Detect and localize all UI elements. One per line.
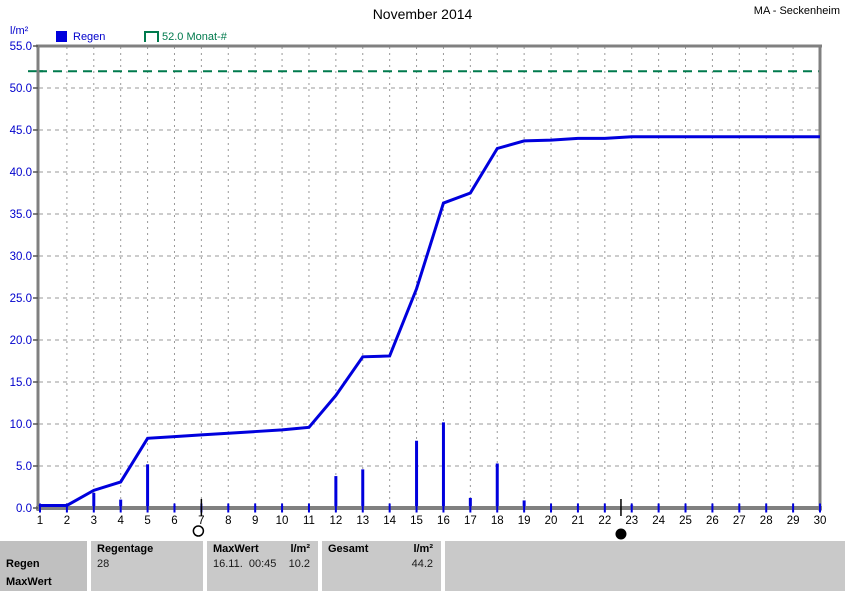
x-axis-tick-label: 24 (652, 515, 665, 527)
x-axis-tick-label: 7 (198, 515, 204, 527)
y-axis-tick-label: 30.0 (10, 251, 32, 263)
x-axis-tick-label: 6 (171, 515, 177, 527)
x-axis-tick-label: 12 (329, 515, 342, 527)
new-moon-icon (615, 528, 627, 540)
y-axis-tick-label: 50.0 (10, 83, 32, 95)
x-axis-tick-label: 13 (356, 515, 369, 527)
legend-threshold-swatch-icon (144, 31, 159, 42)
y-axis-tick-label: 20.0 (10, 335, 32, 347)
x-axis-tick-label: 14 (383, 515, 396, 527)
gesamt-header: Gesamt (328, 543, 369, 555)
gesamt-amount-value: 44.2 (411, 558, 433, 570)
regentage-value: 28 (97, 558, 110, 570)
x-axis-tick-label: 18 (491, 515, 504, 527)
x-axis-tick-label: 22 (598, 515, 611, 527)
y-axis-tick-label: 0.0 (16, 503, 32, 515)
y-axis-tick-label: 40.0 (10, 167, 32, 179)
legend-threshold-label: 52.0 Monat-# (162, 31, 227, 43)
legend-rain-swatch-icon (56, 31, 67, 42)
y-axis-tick-label: 5.0 (16, 461, 32, 473)
x-axis-tick-label: 9 (252, 515, 258, 527)
page-title: November 2014 (372, 6, 473, 22)
x-axis-tick-label: 11 (303, 515, 315, 527)
x-axis-tick-label: 27 (733, 515, 746, 527)
table-row-label-regen: Regen (6, 558, 40, 570)
y-axis-tick-label: 45.0 (10, 125, 32, 137)
gesamt-unit-header: l/m² (413, 543, 433, 555)
x-axis-tick-label: 23 (625, 515, 638, 527)
x-axis-tick-label: 16 (437, 515, 450, 527)
x-axis-tick-label: 29 (787, 515, 800, 527)
x-axis-tick-label: 25 (679, 515, 692, 527)
y-axis-tick-label: 15.0 (10, 377, 32, 389)
y-axis-tick-label: 10.0 (10, 419, 32, 431)
x-axis-tick-label: 10 (276, 515, 289, 527)
y-axis-unit-label: l/m² (10, 25, 29, 37)
table-row-label-cell: Regen MaxWert (0, 541, 87, 591)
x-axis-tick-label: 1 (37, 515, 43, 527)
table-cell-maxwert: MaxWert l/m² 16.11. 00:45 10.2 (207, 541, 318, 591)
x-axis-tick-label: 20 (545, 515, 558, 527)
x-axis-tick-label: 2 (64, 515, 70, 527)
x-axis-tick-label: 5 (144, 515, 150, 527)
x-axis-tick-label: 26 (706, 515, 719, 527)
y-axis-tick-label: 35.0 (10, 209, 32, 221)
x-axis-tick-label: 3 (91, 515, 97, 527)
y-axis-tick-label: 25.0 (10, 293, 32, 305)
x-axis-tick-label: 19 (518, 515, 531, 527)
x-axis-tick-label: 17 (464, 515, 477, 527)
x-axis-tick-label: 21 (572, 515, 585, 527)
table-cell-regentage: Regentage 28 (91, 541, 203, 591)
full-moon-icon (192, 525, 205, 537)
table-filler-cell (445, 541, 845, 591)
x-axis-tick-label: 8 (225, 515, 231, 527)
x-axis-tick-label: 4 (117, 515, 124, 527)
maxwert-datetime-value: 16.11. 00:45 (213, 558, 277, 570)
rain-chart-plot: 0.0 5.0 10.0 15.0 20.0 25.0 30.0 35.0 40.0 45.0 50… (10, 41, 827, 540)
x-axis-tick-label: 28 (760, 515, 773, 527)
x-axis-tick-label: 30 (814, 515, 827, 527)
table-row-label-maxwert: MaxWert (6, 576, 52, 588)
regentage-header: Regentage (97, 543, 154, 555)
maxwert-amount-value: 10.2 (288, 558, 310, 570)
maxwert-header: MaxWert (213, 543, 259, 555)
y-axis-tick-label: 55.0 (10, 41, 32, 53)
table-cell-gesamt: Gesamt l/m² 44.2 (322, 541, 441, 591)
maxwert-unit-header: l/m² (290, 543, 310, 555)
x-axis-tick-label: 15 (410, 515, 423, 527)
cumulative-rain-line (40, 135, 820, 507)
station-label: MA - Seckenheim (753, 5, 840, 17)
legend-rain-label: Regen (73, 31, 106, 43)
